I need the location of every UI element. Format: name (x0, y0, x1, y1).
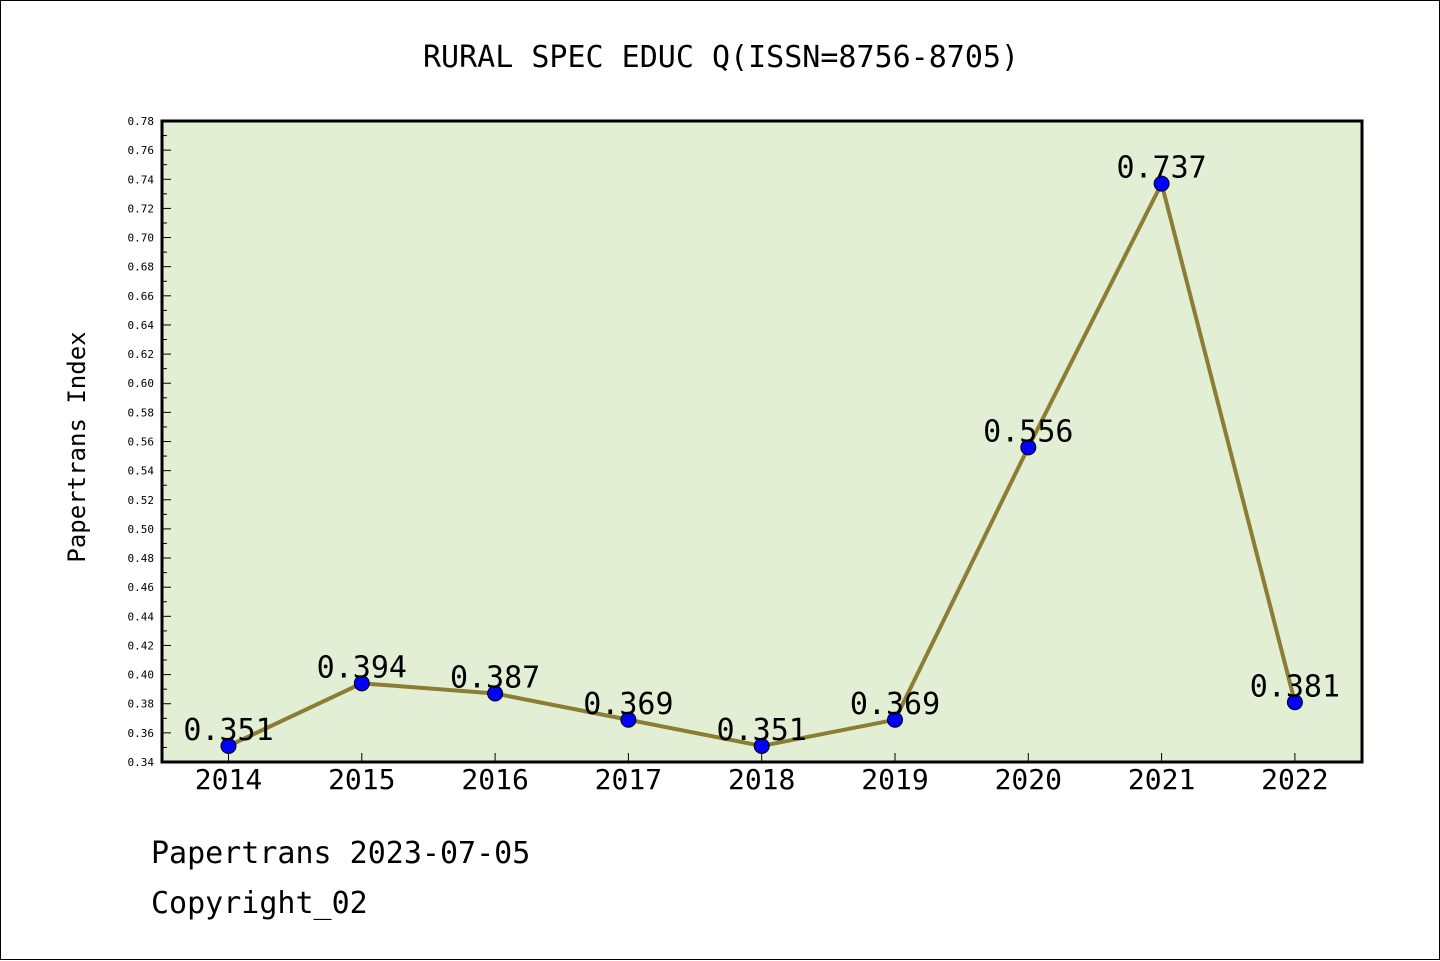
y-tick-label: 0.44 (128, 610, 155, 623)
y-axis-label: Papertrans Index (63, 331, 91, 562)
data-label: 0.387 (450, 661, 540, 696)
data-label: 0.351 (183, 713, 273, 748)
x-axis: 2014 2015 2016 2017 2018 2019 2020 2021 2022 (195, 753, 1329, 796)
y-tick-label: 0.64 (128, 319, 155, 332)
y-tick-label: 0.62 (128, 348, 155, 361)
data-point (887, 711, 903, 728)
data-labels: 0.351 0.394 0.387 0.369 0.351 0.369 0.556 0.737… (183, 151, 1340, 748)
y-tick-label: 0.42 (128, 639, 155, 652)
data-point (753, 737, 770, 754)
y-tick-label: 0.74 (128, 173, 155, 186)
y-tick-label: 0.72 (128, 202, 155, 215)
x-tick-label: 2014 (195, 763, 262, 796)
x-tick-label: 2017 (595, 763, 662, 796)
x-tick-label: 2016 (461, 763, 528, 796)
data-point (487, 685, 504, 702)
data-point (1153, 175, 1170, 192)
x-tick-label: 2021 (1128, 763, 1195, 796)
y-tick-label: 0.70 (128, 232, 155, 245)
data-point (353, 675, 370, 692)
x-tick-label: 2018 (728, 763, 795, 796)
y-tick-label: 0.58 (128, 406, 155, 419)
y-tick-label: 0.60 (128, 377, 155, 390)
y-axis: 0.34 0.36 0.38 0.40 0.42 0.44 0.46 0.48 0.50 0.52… (128, 115, 171, 769)
data-point (220, 737, 237, 754)
y-tick-label: 0.66 (128, 290, 155, 303)
y-tick-label: 0.38 (128, 698, 155, 711)
data-label: 0.369 (850, 687, 940, 722)
data-label: 0.394 (317, 650, 407, 685)
plot-area (160, 119, 1364, 764)
y-tick-label: 0.68 (128, 261, 155, 274)
data-label: 0.369 (583, 687, 673, 722)
x-tick-label: 2015 (328, 763, 395, 796)
data-label: 0.351 (717, 713, 807, 748)
data-label: 0.381 (1250, 669, 1340, 704)
y-tick-label: 0.48 (128, 552, 155, 565)
x-tick-label: 2019 (861, 763, 928, 796)
y-tick-label: 0.40 (128, 669, 155, 682)
footer-copyright: Copyright_02 (151, 886, 368, 921)
data-point (1020, 439, 1037, 456)
y-tick-label: 0.56 (128, 436, 155, 449)
y-tick-label: 0.78 (128, 115, 155, 128)
footer-date: Papertrans 2023-07-05 (151, 836, 531, 871)
y-tick-label: 0.52 (128, 494, 155, 507)
y-tick-label: 0.36 (128, 727, 155, 740)
data-point (1286, 694, 1303, 711)
x-tick-label: 2020 (995, 763, 1062, 796)
data-label: 0.737 (1116, 151, 1206, 186)
data-point (620, 711, 637, 728)
y-tick-label: 0.54 (128, 465, 155, 478)
chart-title: RURAL SPEC EDUC Q(ISSN=8756-8705) (423, 40, 1019, 75)
series-papertrans-index (220, 175, 1303, 754)
data-label: 0.556 (983, 414, 1073, 449)
y-tick-label: 0.34 (128, 756, 155, 769)
y-tick-label: 0.50 (128, 523, 155, 536)
y-tick-label: 0.76 (128, 144, 155, 157)
y-tick-label: 0.46 (128, 581, 155, 594)
x-tick-label: 2022 (1261, 763, 1328, 796)
